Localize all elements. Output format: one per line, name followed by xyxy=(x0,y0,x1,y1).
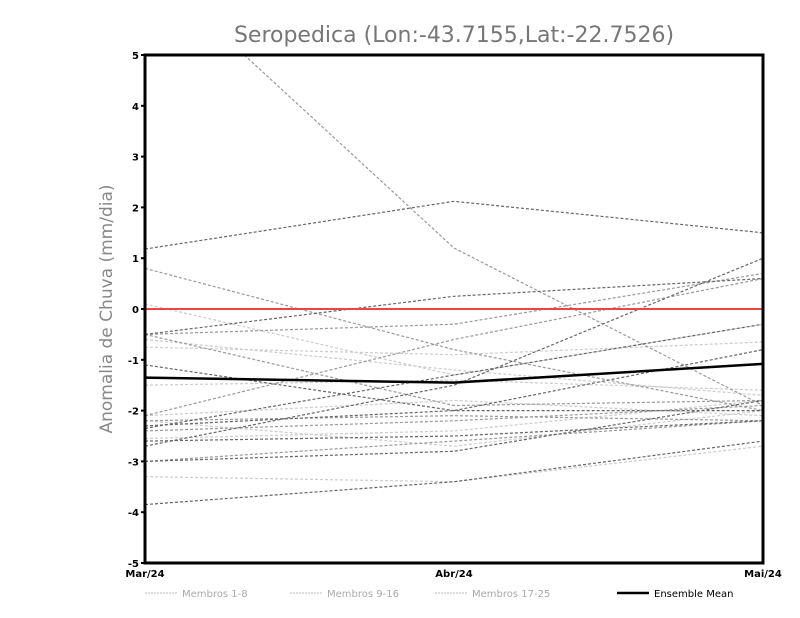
member-line-g3-4 xyxy=(145,399,763,462)
member-line-g2-3 xyxy=(145,272,763,335)
member-line-g1-6 xyxy=(145,445,763,483)
y-tick-label: -3 xyxy=(128,457,139,468)
member-line-g3-9 xyxy=(145,323,763,429)
member-line-g2-8 xyxy=(145,333,763,407)
legend-label: Membros 17-25 xyxy=(472,589,550,600)
y-tick-label: 0 xyxy=(132,305,139,316)
member-line-g2-5 xyxy=(145,415,763,422)
member-line-g3-2 xyxy=(145,277,763,335)
member-line-g1-4 xyxy=(145,399,763,417)
y-axis-label: Anomalia de Chuva (mm/dia) xyxy=(97,184,117,433)
y-tick-label: 5 xyxy=(132,51,139,62)
y-tick-label: -1 xyxy=(128,356,139,367)
y-tick-label: 3 xyxy=(132,153,139,164)
chart-title: Seropedica (Lon:-43.7155,Lat:-22.7526) xyxy=(234,23,674,48)
member-line-g2-6 xyxy=(145,404,763,432)
member-line-g3-1 xyxy=(145,200,763,250)
member-line-g2-1 xyxy=(243,55,763,407)
y-tick-label: 4 xyxy=(132,102,139,113)
member-line-g3-7 xyxy=(145,364,763,412)
y-tick-label: -4 xyxy=(128,508,139,519)
member-line-g2-7 xyxy=(145,420,763,462)
member-line-g3-3 xyxy=(145,257,763,447)
member-line-g2-2 xyxy=(145,267,763,412)
legend-label: Membros 9-16 xyxy=(327,589,399,600)
legend-label: Membros 1-8 xyxy=(182,589,248,600)
x-tick-label: Abr/24 xyxy=(435,569,472,580)
y-tick-label: 2 xyxy=(132,203,139,214)
y-tick-label: -2 xyxy=(128,407,139,418)
x-tick-label: Mai/24 xyxy=(744,569,782,580)
ensemble-mean-line xyxy=(145,362,763,384)
member-line-g3-6 xyxy=(145,420,763,442)
member-line-g3-5 xyxy=(145,440,763,506)
y-tick-label: 1 xyxy=(132,254,139,265)
member-line-g2-4 xyxy=(145,277,763,417)
legend-label: Ensemble Mean xyxy=(654,589,733,600)
member-line-g1-2 xyxy=(145,341,763,356)
member-line-g1-8 xyxy=(145,410,763,447)
x-tick-label: Mar/24 xyxy=(125,569,164,580)
member-line-g1-7 xyxy=(145,338,763,396)
y-tick-label: -5 xyxy=(128,559,139,570)
